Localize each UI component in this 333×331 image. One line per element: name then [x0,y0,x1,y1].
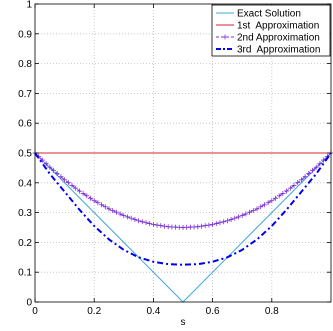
y-tick-label: 1 [26,0,32,11]
series-point [102,204,108,210]
series-point [306,170,312,176]
y-tick-label: 0.5 [18,149,32,160]
series-point [232,215,238,221]
series-point [139,219,145,225]
series-point [147,221,153,227]
x-axis-label: s [181,317,186,328]
y-tick-label: 0.9 [18,29,32,40]
series-point [106,206,112,212]
x-tick-label: 0 [32,306,38,317]
series-point [261,202,267,208]
series-point [302,174,308,180]
series-point [243,211,249,217]
y-tick-label: 0.1 [18,268,32,279]
series-point [143,220,149,226]
series-point [125,214,130,220]
legend-label: 1st Approximation [237,21,319,32]
series-point [110,208,116,214]
y-tick-label: 0.7 [18,89,32,100]
series-point [250,208,256,214]
legend-label: 3rd Approximation [237,45,320,56]
series-point [95,200,101,206]
series-point [254,206,260,212]
series-point [58,174,64,180]
series-point [121,213,127,219]
series-point [195,224,201,230]
series-point [310,167,315,173]
series-point [224,218,230,224]
legend-label: 2nd Approximation [237,33,320,44]
x-tick-label: 0.4 [146,306,160,317]
series-point [199,223,204,229]
y-tick-label: 0.3 [18,208,32,219]
series-point [298,177,304,183]
series-point [217,220,223,226]
series-point [269,198,275,204]
series-point [284,188,290,194]
legend-item: 3rd Approximation [216,45,320,56]
legend-item: Exact Solution [216,9,301,20]
series-point [47,164,53,170]
y-tick-label: 0 [26,298,32,309]
series-point [239,213,245,219]
series-point [236,214,241,220]
x-tick-label: 0.8 [265,306,279,317]
series-point [99,202,105,208]
series-point [76,188,82,194]
series-point [221,219,227,225]
series-point [210,222,216,228]
y-tick-label: 0.4 [18,178,32,189]
x-tick-label: 0.6 [206,306,220,317]
series-point [51,167,56,173]
series-point [113,209,119,215]
series-point [206,222,212,228]
series-point [136,218,142,224]
series-point [84,193,90,199]
series-point [273,195,278,201]
series-point [69,182,75,188]
series-point [88,195,93,201]
series-point [150,222,156,228]
series-point [62,177,68,183]
series-point [313,164,319,170]
series-point [117,211,123,217]
series-point [287,185,293,191]
series-point [228,216,234,222]
series-point [154,222,160,228]
series-point [265,200,271,206]
series-point [65,180,71,186]
series-point [43,161,49,167]
series-point [80,190,86,196]
series-point [158,223,164,229]
series-point [202,223,208,229]
y-tick-label: 0.8 [18,59,32,70]
series-point [128,215,134,221]
series-point [54,170,60,176]
series-layer [32,150,333,303]
y-tick-label: 0.6 [18,119,32,130]
series-point [73,185,79,191]
series-point [213,221,219,227]
x-tick-label: 0.2 [87,306,101,317]
series-point [247,209,253,215]
axis-ticks: 0 0.2 0.4 0.6 0.8 0 0.1 0.2 0.3 0.4 0.5 0.6 0.7 0.8 0.… [18,0,331,317]
legend-item: 2nd Approximation [216,33,320,44]
series-point [162,223,167,229]
y-tick-label: 0.2 [18,238,32,249]
series-point [317,161,323,167]
series-line-4 [34,152,332,266]
legend-label: Exact Solution [237,9,301,20]
series-point [295,180,301,186]
legend-item: 1st Approximation [216,21,319,32]
series-point [280,190,286,196]
series-point [91,198,97,204]
series-point [258,204,264,210]
series-point [132,216,138,222]
series-point [276,193,282,199]
series-point [291,182,297,188]
